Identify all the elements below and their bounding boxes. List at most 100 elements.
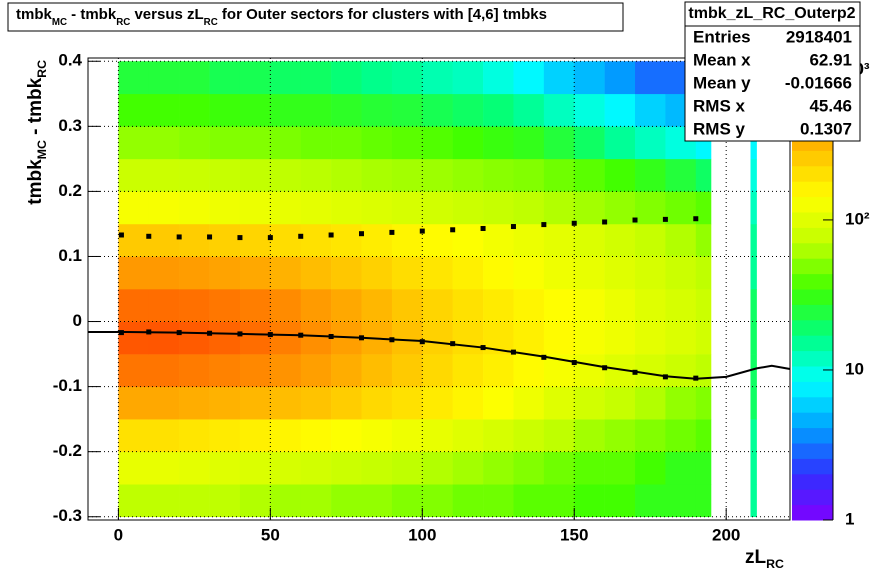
colorbar-step — [792, 165, 833, 182]
heatmap-cell — [750, 126, 757, 160]
heatmap-cell — [422, 126, 453, 160]
x_label_parts-text: zLRC — [745, 547, 784, 571]
colorbar-step — [792, 289, 833, 305]
heatmap-cell — [513, 61, 545, 95]
heatmap-cell — [331, 126, 362, 160]
heatmap-cell — [209, 354, 241, 387]
heatmap-cell — [604, 321, 636, 355]
heatmap-cell — [452, 223, 484, 257]
profile-point — [389, 337, 395, 343]
heatmap-cell — [635, 484, 666, 518]
profile-point — [176, 234, 182, 240]
colorbar-step — [792, 181, 833, 198]
colorbar-step — [792, 427, 833, 444]
heatmap-cell — [118, 451, 150, 485]
heatmap-cell — [483, 223, 514, 257]
heatmap-cell — [209, 191, 241, 225]
heatmap-cell — [270, 386, 302, 420]
heatmap-cell — [270, 256, 302, 290]
heatmap-cell — [574, 386, 605, 420]
heatmap-cell — [635, 191, 666, 225]
heatmap-cell — [148, 158, 180, 192]
heatmap-cell — [270, 61, 302, 95]
heatmap-cell — [604, 126, 636, 160]
heatmap-cell — [422, 354, 453, 387]
heatmap-cell — [750, 158, 757, 192]
profile-point — [450, 227, 456, 233]
subscript: RC — [35, 60, 49, 78]
subscript: RC — [116, 17, 130, 28]
text-part: - tmbk — [25, 77, 46, 140]
heatmap-cell — [239, 419, 271, 452]
heatmap-cell — [422, 419, 453, 452]
heatmap-cell — [270, 419, 302, 452]
title_parts-text: tmbkMC - tmbkRC versus zLRC for Outer se… — [16, 6, 547, 28]
stats-value: 0.1307 — [800, 119, 852, 138]
heatmap-cell — [604, 451, 636, 485]
heatmap-cell — [118, 93, 150, 127]
heatmap-cell — [574, 61, 605, 95]
heatmap-cell — [513, 93, 545, 127]
heatmap-cell — [209, 61, 241, 95]
heatmap-cell — [300, 191, 332, 225]
heatmap-cell — [452, 158, 484, 192]
heatmap-cell — [270, 354, 302, 387]
heatmap-cell — [750, 354, 757, 387]
heatmap-cell — [543, 93, 575, 127]
heatmap-cell — [179, 223, 210, 257]
heatmap-cell — [543, 386, 575, 420]
heatmap-cell — [391, 126, 423, 160]
profile-point — [541, 354, 547, 360]
x-tick-label: 200 — [712, 525, 740, 544]
profile-point — [298, 332, 304, 338]
colorbar-step — [792, 258, 833, 275]
heatmap-cell — [148, 256, 180, 290]
heatmap-cell — [239, 354, 271, 387]
heatmap-cell — [118, 61, 150, 95]
heatmap-cell — [483, 158, 514, 192]
heatmap-cell — [331, 451, 362, 485]
heatmap-cell — [422, 289, 453, 322]
heatmap-cell — [452, 191, 484, 225]
profile-point — [602, 219, 608, 225]
stats-value: 2918401 — [786, 27, 852, 46]
heatmap-cell — [331, 386, 362, 420]
plot-frame — [87, 57, 791, 521]
heatmap-cell — [635, 61, 666, 95]
heatmap-cell — [513, 191, 545, 225]
profile-point — [118, 232, 124, 238]
stats-label: RMS x — [693, 96, 746, 115]
heatmap-cell — [695, 256, 712, 290]
profile-point — [632, 217, 638, 223]
heatmap-cell — [239, 484, 271, 518]
heatmap-cell — [300, 256, 332, 290]
colorbar-step — [792, 443, 833, 459]
heatmap-cell — [148, 451, 180, 485]
heatmap-cell — [513, 451, 545, 485]
profile-point — [693, 375, 699, 381]
heatmap-cell — [270, 451, 302, 485]
heatmap-cell — [543, 419, 575, 452]
heatmap-cell — [179, 158, 210, 192]
colorbar-step — [792, 335, 833, 352]
profile-point — [693, 216, 699, 222]
heatmap-cell — [543, 451, 575, 485]
heatmap-cell — [331, 419, 362, 452]
heatmap-cell — [118, 126, 150, 160]
heatmap-cell — [300, 484, 332, 518]
heatmap-cell — [391, 289, 423, 322]
heatmap-cell — [422, 256, 453, 290]
profile-point — [389, 229, 395, 235]
heatmap-cell — [665, 191, 697, 225]
heatmap-cell — [604, 61, 636, 95]
profile-point — [571, 360, 577, 366]
heatmap-cell — [179, 93, 210, 127]
heatmap-cell — [452, 61, 484, 95]
heatmap-cell — [270, 484, 302, 518]
heatmap-cell — [148, 191, 180, 225]
heatmap-cell — [270, 289, 302, 322]
heatmap-cell — [239, 256, 271, 290]
heatmap-cell — [543, 289, 575, 322]
heatmap-cell — [179, 191, 210, 225]
y-tick-label: 0.3 — [58, 116, 82, 135]
